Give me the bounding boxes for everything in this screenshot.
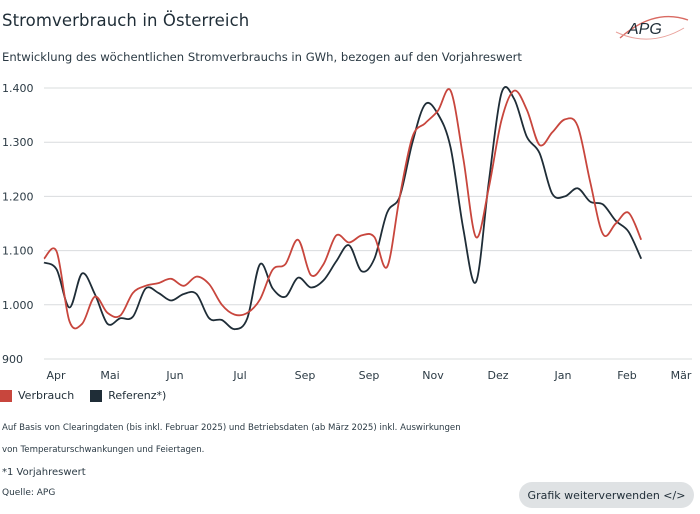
x-tick-label: Mär	[671, 369, 692, 382]
legend-label-referenz: Referenz*)	[108, 389, 167, 402]
x-tick-label: Feb	[617, 369, 636, 382]
x-tick-label: Sep	[359, 369, 380, 382]
series-line-referenz	[43, 86, 643, 331]
y-tick-label: 1.200	[2, 190, 34, 203]
y-tick-label: 1.400	[2, 82, 34, 95]
y-tick-label: 900	[2, 353, 23, 366]
x-axis-ticks: Apr Mai Jun Jul Sep Sep Nov Dez Jan Feb Mär	[46, 369, 691, 382]
y-tick-label: 1.100	[2, 245, 34, 258]
y-tick-label: 1.000	[2, 299, 34, 312]
x-tick-label: Sep	[295, 369, 316, 382]
note-line-1: Auf Basis von Clearingdaten (bis inkl. F…	[2, 423, 461, 433]
y-axis-ticks: 900 1.000 1.100 1.200 1.300 1.400	[2, 82, 34, 366]
legend-item-verbrauch[interactable]: Verbrauch	[0, 389, 74, 402]
apg-logo[interactable]: APG	[614, 14, 694, 48]
reuse-graphic-button[interactable]: Grafik weiterverwenden </>	[519, 482, 694, 508]
x-tick-label: Dez	[487, 369, 508, 382]
series-lines	[43, 86, 643, 331]
x-tick-label: Jan	[554, 369, 572, 382]
series-line-verbrauch	[43, 88, 643, 330]
line-chart: 900 1.000 1.100 1.200 1.300 1.400 Apr Mai Jun Ju…	[2, 82, 692, 382]
legend: Verbrauch Referenz*)	[0, 389, 182, 402]
x-tick-label: Jun	[165, 369, 183, 382]
chart-subtitle: Entwicklung des wöchentlichen Stromverbr…	[2, 50, 522, 64]
legend-item-referenz[interactable]: Referenz*)	[90, 389, 166, 402]
x-tick-label: Apr	[46, 369, 66, 382]
apg-logo-icon: APG	[615, 15, 689, 40]
x-tick-label: Jul	[232, 369, 246, 382]
logo-text: APG	[627, 21, 662, 38]
legend-swatch-verbrauch	[0, 389, 12, 402]
legend-swatch-referenz	[90, 389, 103, 402]
x-tick-label: Mai	[100, 369, 119, 382]
x-tick-label: Nov	[422, 369, 444, 382]
grid-lines	[44, 87, 692, 360]
footnote: *1 Vorjahreswert	[2, 467, 86, 478]
chart-title: Stromverbrauch in Österreich	[2, 11, 250, 30]
legend-label-verbrauch: Verbrauch	[18, 389, 75, 402]
y-tick-label: 1.300	[2, 136, 34, 149]
source-text: Quelle: APG	[2, 488, 56, 498]
note-line-2: von Temperaturschwankungen und Feiertage…	[2, 445, 205, 455]
